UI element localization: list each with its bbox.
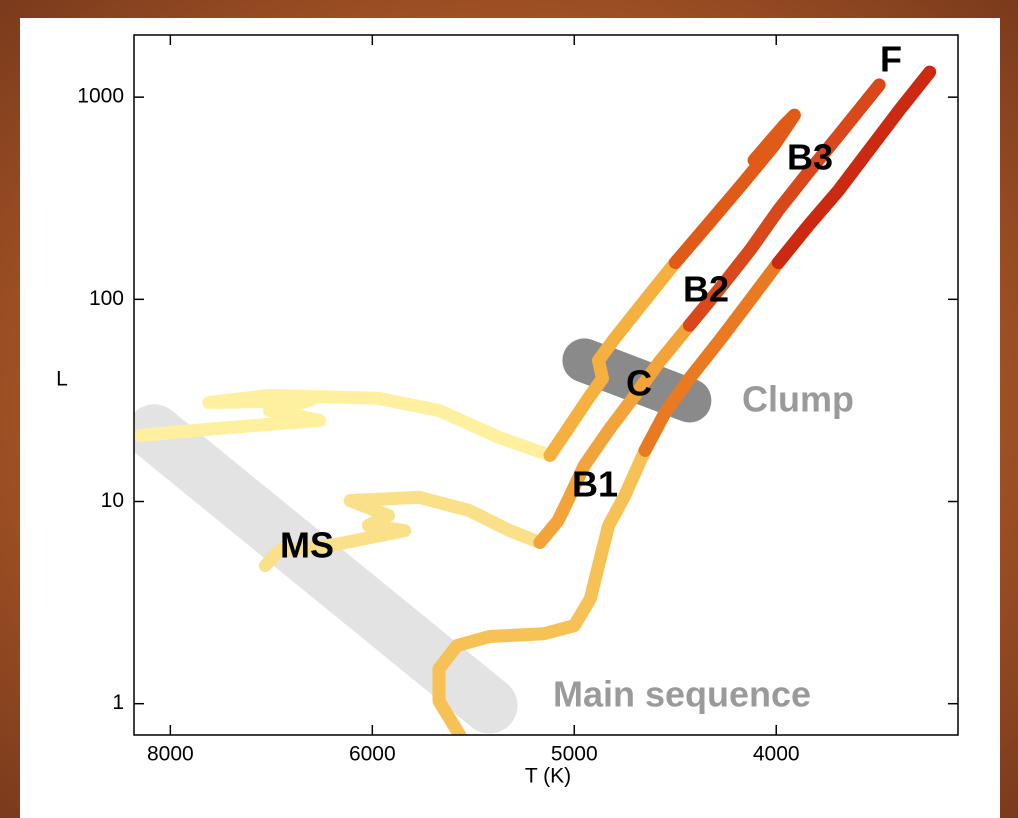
x-tick-label: 5000 xyxy=(551,743,598,766)
annotation: B2 xyxy=(683,269,729,310)
region-label: Clump xyxy=(742,379,854,420)
y-tick-label: 1 xyxy=(112,691,124,714)
track xyxy=(668,108,801,270)
annotation: MS xyxy=(280,525,334,566)
track xyxy=(682,78,886,332)
annotation: B3 xyxy=(787,137,833,178)
annotation: B1 xyxy=(572,464,618,505)
region-label: Main sequence xyxy=(553,674,811,715)
x-tick-label: 4000 xyxy=(753,743,800,766)
y-tick-label: 1000 xyxy=(77,85,124,108)
track xyxy=(134,388,557,462)
x-tick-label: 8000 xyxy=(147,743,194,766)
track xyxy=(771,65,937,270)
annotation: C xyxy=(626,363,652,404)
axes: 1 10 100 1000 8000 6000 5000 4000 xyxy=(77,35,958,766)
plot-frame xyxy=(133,34,959,736)
panel xyxy=(20,18,1000,818)
track xyxy=(432,443,652,735)
tracks xyxy=(134,65,937,735)
y-tick-label: 10 xyxy=(101,489,124,512)
x-tick-label: 6000 xyxy=(349,743,396,766)
track xyxy=(258,490,547,573)
track xyxy=(638,256,785,457)
track xyxy=(543,256,682,462)
track xyxy=(533,318,696,549)
y-axis-title: L xyxy=(56,368,68,391)
region xyxy=(134,404,518,734)
y-tick-label: 100 xyxy=(89,287,124,310)
annotation: F xyxy=(880,39,902,80)
x-axis-title: T (K) xyxy=(525,765,571,788)
